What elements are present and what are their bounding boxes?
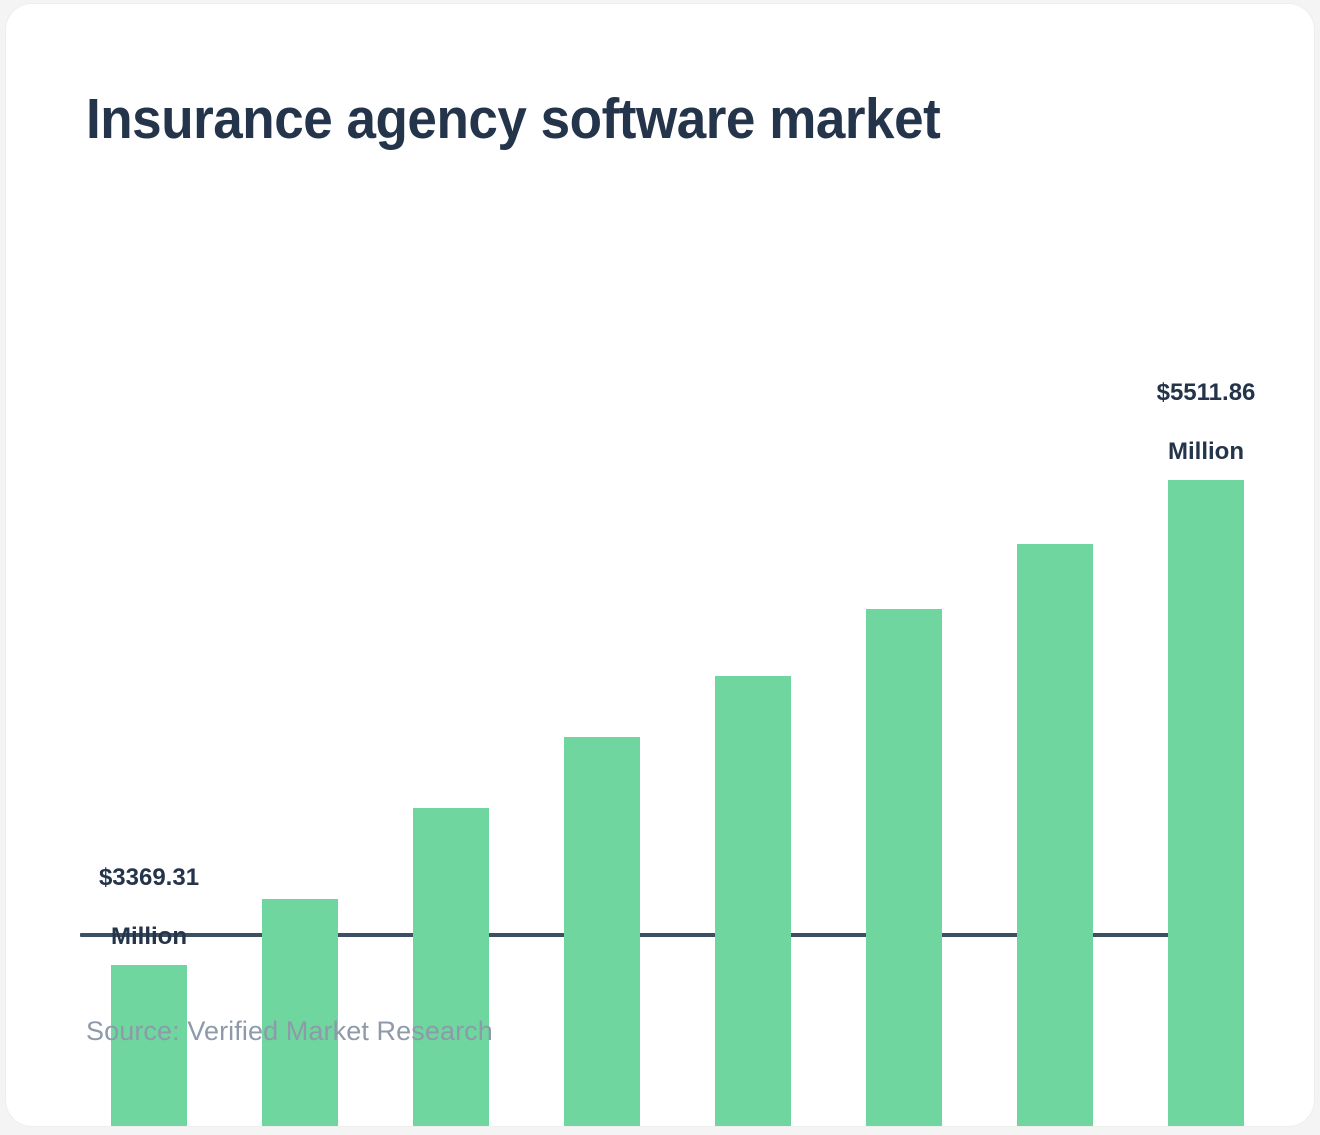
bar-group-2027: 2027 bbox=[564, 194, 640, 1126]
x-axis-line bbox=[80, 933, 1240, 937]
bar-value-label-2031: $5511.86 Million bbox=[1096, 349, 1314, 466]
bar-2031[interactable] bbox=[1168, 480, 1244, 1126]
bar-group-2028: 2028 bbox=[715, 194, 791, 1126]
bar-2026[interactable] bbox=[413, 808, 489, 1126]
bar-value-label-2024: $3369.31 Million bbox=[39, 834, 259, 951]
bar-value-line1: $3369.31 bbox=[98, 864, 200, 892]
bar-value-line2: Million bbox=[1168, 437, 1244, 465]
bar-2029[interactable] bbox=[866, 609, 942, 1126]
bar-group-2031: $5511.86 Million 2031 bbox=[1157, 194, 1255, 1126]
bar-2025[interactable] bbox=[262, 899, 338, 1126]
chart-card: Insurance agency software market $3369.3… bbox=[6, 4, 1314, 1126]
bar-2027[interactable] bbox=[564, 737, 640, 1126]
bar-group-2024: $3369.31 Million 2024 bbox=[99, 194, 199, 1126]
bar-group-2030: 2030 bbox=[1017, 194, 1093, 1126]
bar-2030[interactable] bbox=[1017, 544, 1093, 1126]
bar-value-line2: Million bbox=[111, 922, 187, 950]
bar-chart-plot-area: $3369.31 Million 2024 2025 2026 2027 202… bbox=[6, 4, 1314, 1126]
bar-group-2026: 2026 bbox=[413, 194, 489, 1126]
bar-group-2029: 2029 bbox=[866, 194, 942, 1126]
page-title: Insurance agency software market bbox=[86, 87, 941, 151]
source-attribution: Source: Verified Market Research bbox=[86, 1016, 493, 1046]
bar-2028[interactable] bbox=[715, 676, 791, 1126]
bar-value-line1: $5511.86 bbox=[1156, 379, 1256, 407]
bar-group-2025: 2025 bbox=[262, 194, 338, 1126]
bar-2024[interactable] bbox=[111, 965, 187, 1126]
